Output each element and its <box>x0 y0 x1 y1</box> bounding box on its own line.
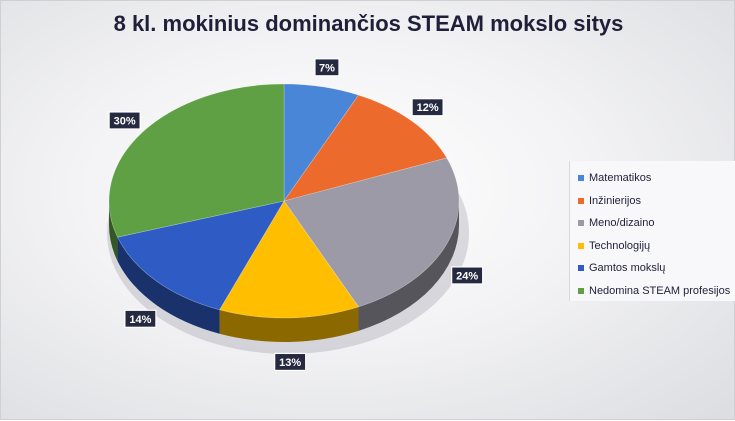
legend-label: Gamtos mokslų <box>589 262 666 275</box>
legend-swatch <box>578 175 584 182</box>
pie-slice <box>219 200 359 319</box>
pie-sides <box>109 201 460 342</box>
pie-side-3 <box>219 306 359 342</box>
data-label-text: 30% <box>114 115 136 127</box>
legend-item: Matematikos <box>578 167 735 190</box>
data-label: 14% <box>124 309 157 328</box>
data-label: 24% <box>451 266 484 285</box>
pie-side-5 <box>109 201 118 262</box>
legend-swatch <box>578 197 584 204</box>
legend-swatch <box>578 242 584 249</box>
data-label-text: 12% <box>417 102 439 114</box>
data-label: 12% <box>411 98 444 117</box>
pie-side-2 <box>358 201 460 331</box>
legend-label: Meno/dizaino <box>589 217 655 230</box>
chart-title: 8 kl. mokinius dominančios STEAM mokslo … <box>113 11 624 36</box>
legend-label: Technologijų <box>589 239 651 252</box>
legend-item: Nedomina STEAM profesijos <box>578 280 735 303</box>
pie-slice <box>117 200 285 311</box>
legend-item: Meno/dizaino <box>578 212 735 235</box>
chart-legend: Matematikos Inžinierijos Meno/dizaino Techn… <box>569 161 735 301</box>
data-label-text: 7% <box>319 62 335 74</box>
pie-slice <box>283 94 448 202</box>
data-label: 30% <box>108 111 141 130</box>
legend-item: Gamtos mokslų <box>578 257 735 280</box>
data-label: 7% <box>314 58 340 77</box>
legend-item: Technologijų <box>578 235 735 258</box>
data-label-text: 14% <box>129 314 151 326</box>
legend-label: Inžinierijos <box>589 194 641 207</box>
legend-swatch <box>578 265 584 272</box>
legend-swatch <box>578 220 584 227</box>
data-label-text: 24% <box>456 270 478 282</box>
legend-swatch <box>578 287 584 294</box>
pie-slice <box>283 157 460 308</box>
data-label-text: 13% <box>279 357 301 369</box>
legend-item: Inžinierijos <box>578 190 735 213</box>
legend-label: Nedomina STEAM profesijos <box>589 284 731 297</box>
data-label: 13% <box>274 352 307 372</box>
pie-side-4 <box>117 237 220 334</box>
pie-slice <box>283 83 359 202</box>
pie-slice <box>108 83 285 238</box>
legend-label: Matematikos <box>589 172 652 185</box>
